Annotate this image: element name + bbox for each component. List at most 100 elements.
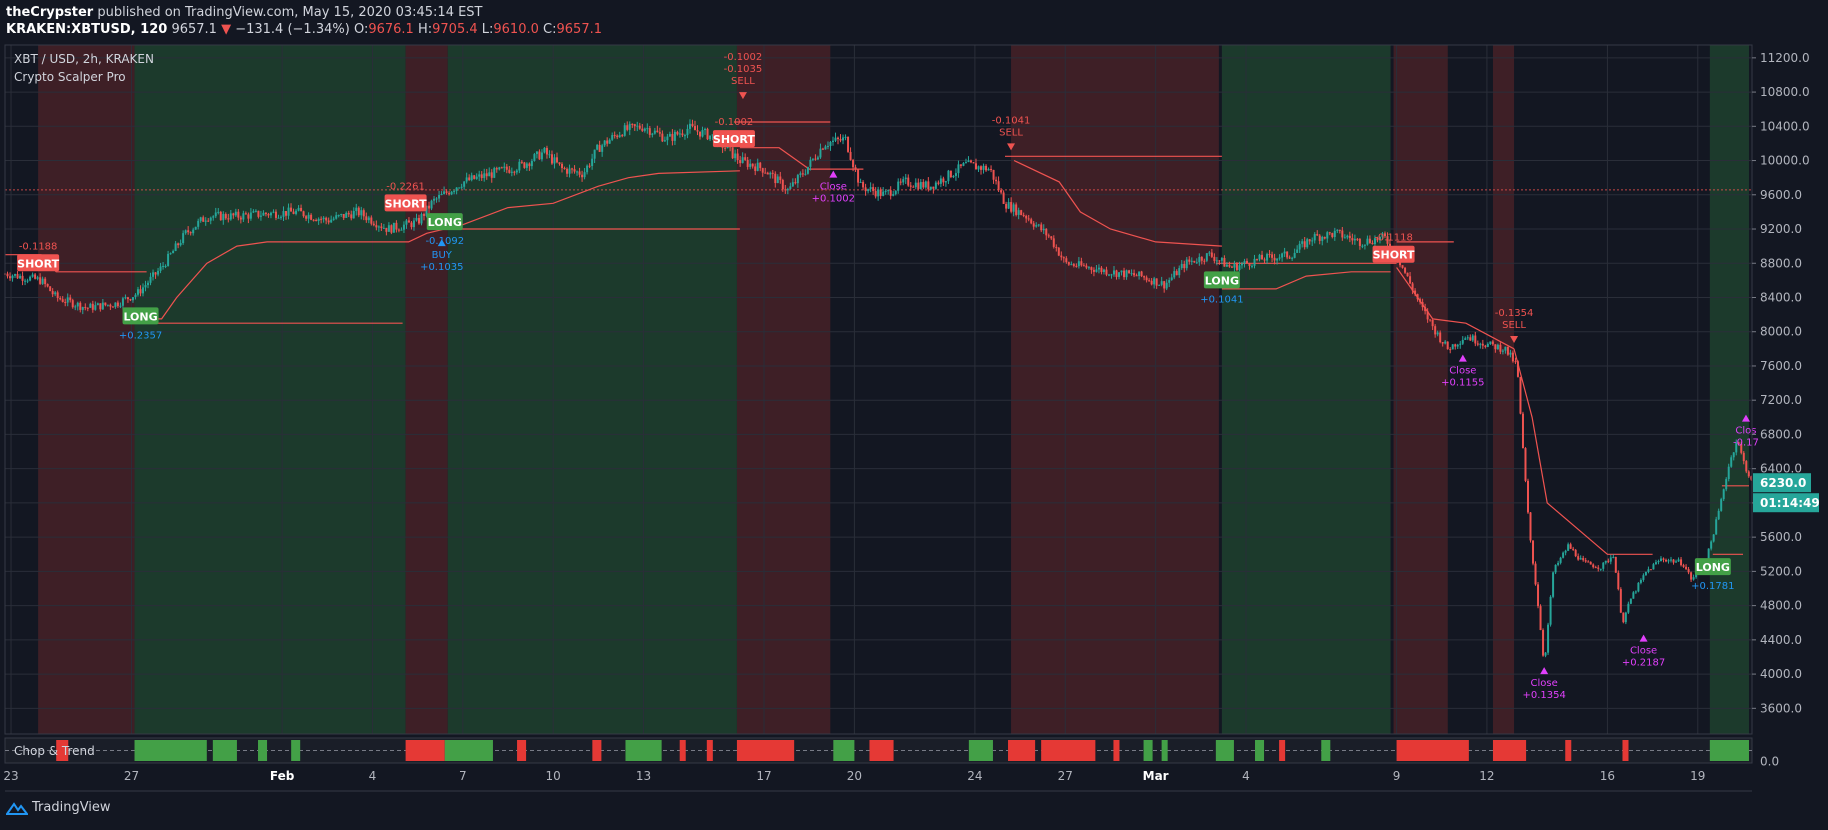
candle-body [1436,332,1439,335]
candle-body [653,130,656,134]
sell-value: -0.1354 [1495,308,1534,319]
candle-body [237,211,240,218]
candle-body [86,307,89,309]
legend-pair[interactable]: XBT / USD, 2h, KRAKEN [14,52,154,66]
symbol-line[interactable]: KRAKEN:XBTUSD, 120 [6,22,168,37]
candle-body [1682,565,1685,567]
candle-body [1361,245,1364,247]
candle-body [131,297,134,301]
candle-body [1193,260,1196,263]
candle-body [1371,242,1374,245]
candle-body [1639,579,1642,583]
candle-body [1446,341,1449,350]
candle-body [1745,461,1748,472]
candle-body [1429,319,1432,321]
candle-body [352,211,355,219]
close-label: Close [1531,678,1558,689]
signals: SHORT -0.1188 LONG +0.2357 SHORT -0.2261 LONG -… [17,52,1759,701]
candle-body [362,210,365,217]
short-zone [736,45,831,734]
candle-body [749,163,752,167]
brand-name: TradingView [32,800,111,815]
candle-body [980,166,983,170]
candle-body [628,123,631,130]
long-zone [134,45,406,734]
close-arrow-icon [1540,667,1549,675]
candle-body [174,243,177,251]
signal-note: +0.1781 [1691,581,1734,592]
candle-body [1102,269,1105,273]
candle-body [771,172,774,174]
long-signal: LONG +0.2357 [119,307,162,341]
candle-body [942,178,945,183]
candle-body [1208,252,1211,254]
buy-value: +0.1035 [420,262,463,273]
time-axis[interactable]: 23 27 Feb 4 7 10 13 17 20 24 27 Mar 4 9 12 16 19 [3,769,1705,783]
candle-body [1308,239,1311,242]
candle-body [1218,260,1221,262]
candle-body [224,214,227,219]
candle-body [673,131,676,141]
candle-body [219,211,222,221]
candle-body [633,124,636,127]
legend-subpane[interactable]: Chop & Trend [14,744,95,758]
candle-body [1225,264,1228,267]
candle-body [51,291,54,295]
candle-body [473,175,476,179]
signal-note: -0.1118 [1374,233,1413,244]
close-marker: Close+0.1002 [812,170,855,205]
candle-body [683,135,686,137]
sell-top-value: -0.1002 [724,52,763,63]
long-zone [1221,45,1391,734]
candle-body [440,194,443,196]
candle-body [94,305,97,310]
stop-line [739,147,864,170]
candle-body [904,177,907,180]
candle-body [116,302,119,307]
candle-body [1107,274,1110,276]
y-tick-label: 7200.0 [1760,393,1802,407]
x-tick-label: 10 [546,769,561,783]
candle-body [1173,271,1176,278]
signal-badge [1203,271,1240,289]
candle-body [417,217,420,224]
candle-body [285,211,288,216]
candle-body [430,200,433,209]
chop-bar [405,740,445,761]
candle-body [1609,557,1612,562]
candle-body [1649,569,1652,571]
candle-body [824,146,827,150]
candle-body [1356,238,1359,240]
candles[interactable] [4,119,1753,658]
candle-body [1200,256,1203,261]
candle-body [586,165,589,173]
short-zone [405,45,448,734]
candle-body [1248,263,1251,266]
candle-body [754,166,757,171]
candle-body [1238,265,1241,271]
candle-body [1622,612,1625,623]
candle-body [967,160,970,163]
author-name[interactable]: theCrypster [6,5,94,20]
candle-body [503,166,506,168]
candle-body [1612,556,1615,558]
candle-body [1080,261,1083,266]
candle-body [1301,241,1304,244]
candle-body [1376,238,1379,241]
short-signal: SHORT -0.1002 [712,117,755,148]
candle-body [631,123,634,125]
candle-body [1419,299,1422,303]
chop-bar [736,740,795,761]
buy-label: BUY [432,250,453,261]
brand[interactable]: TradingView [6,800,111,815]
candle-body [964,162,967,164]
candle-body [19,275,22,279]
x-tick-label: 16 [1600,769,1615,783]
candle-body [914,182,917,188]
candle-body [809,159,812,167]
close-marker: Close+0.1155 [1441,354,1485,389]
price-axis[interactable]: 11200.0 10800.0 10400.0 10000.0 9600.0 9200.0… [1752,51,1820,769]
legend-indicator[interactable]: Crypto Scalper Pro [14,70,126,84]
candle-body [1271,254,1274,258]
